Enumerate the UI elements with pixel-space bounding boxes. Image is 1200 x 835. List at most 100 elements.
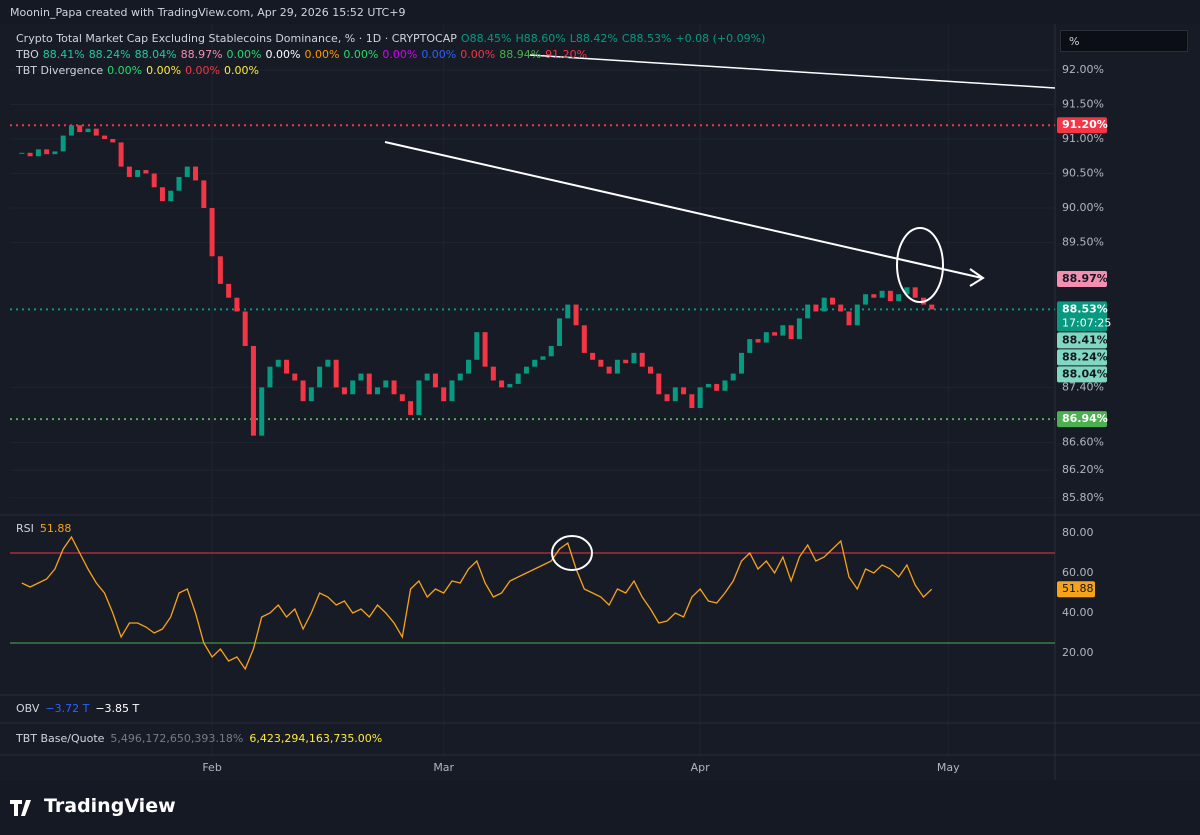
trend-line — [384, 141, 983, 279]
tbt-legend: TBT Base/Quote 5,496,172,650,393.18% 6,423… — [16, 732, 388, 745]
candle — [879, 290, 885, 298]
candle — [77, 125, 83, 133]
candle — [193, 166, 199, 181]
candle — [730, 373, 736, 381]
price-tag — [1057, 349, 1107, 366]
price-tag-label: 88.04% — [1062, 367, 1108, 380]
price-tag-label: 88.97% — [1062, 272, 1108, 285]
candle — [52, 151, 58, 155]
price-tag-label: 86.94% — [1062, 412, 1108, 425]
candle — [548, 345, 554, 357]
candle — [722, 380, 728, 391]
candle — [143, 170, 149, 174]
legend-title: TBO — [16, 48, 39, 61]
candle — [598, 359, 604, 367]
candle — [829, 297, 835, 305]
annotation-circle — [551, 535, 593, 571]
legend-value: +0.08 (+0.09%) — [675, 32, 766, 45]
candle — [532, 359, 538, 367]
x-tick-label: Feb — [202, 761, 221, 774]
candle — [523, 366, 529, 374]
y-tick-label: 85.80% — [1062, 491, 1104, 504]
rsi-tag — [1057, 581, 1095, 598]
rsi-legend: RSI 51.88 — [16, 522, 77, 535]
arrow-head — [969, 268, 985, 287]
candle — [474, 332, 480, 360]
candle — [358, 373, 364, 381]
rsi-line — [21, 535, 933, 671]
rsi-tag-label: 51.88 — [1062, 582, 1094, 595]
candle — [796, 318, 802, 340]
x-tick-label: Apr — [691, 761, 711, 774]
candle — [507, 383, 513, 388]
candle — [664, 394, 670, 402]
price-tags: 91.20% 88.97% 88.53%17:07:25 88.41% 88.24% 88… — [1057, 117, 1111, 598]
candle — [408, 401, 414, 415]
candle — [763, 332, 769, 343]
x-tick-label: Mar — [433, 761, 454, 774]
unit-box[interactable]: % — [1060, 30, 1188, 52]
y-tick-label: 92.00% — [1062, 63, 1104, 76]
candle — [714, 383, 720, 391]
candle — [705, 383, 711, 388]
candle — [110, 139, 116, 143]
legend-value: O88.45% — [460, 32, 512, 45]
candle — [755, 339, 761, 343]
candle — [813, 304, 819, 312]
candle — [27, 152, 33, 157]
candle — [102, 135, 108, 140]
credit: Moonin_Papa created with TradingView.com… — [10, 6, 406, 19]
price-tag — [1057, 271, 1107, 288]
candle — [284, 359, 290, 374]
candle — [234, 297, 240, 312]
y-tick-label: 60.00 — [1062, 566, 1094, 579]
candle — [672, 387, 678, 402]
candle — [854, 304, 860, 326]
candle — [375, 387, 381, 395]
candle — [639, 352, 645, 367]
trend-line — [529, 54, 1056, 89]
legend-value: 0.00% — [304, 48, 340, 61]
legend-value: 0.00% — [343, 48, 379, 61]
legend-value: 0.00% — [224, 64, 259, 77]
candle — [606, 366, 612, 374]
candle — [631, 352, 637, 364]
price-tag-label: 88.41% — [1062, 333, 1108, 346]
y-tick-label: 86.60% — [1062, 436, 1104, 449]
y-tick-label: 80.00 — [1062, 526, 1094, 539]
candle — [929, 304, 935, 310]
candle — [325, 359, 331, 367]
legend-value: 88.41% — [42, 48, 85, 61]
candle — [308, 387, 314, 402]
candle — [68, 125, 74, 136]
candle — [424, 373, 430, 381]
y-tick-label: 20.00 — [1062, 646, 1094, 659]
legend-value: 0.00% — [421, 48, 457, 61]
y-tick-label: 86.20% — [1062, 463, 1104, 476]
candle — [805, 304, 811, 319]
candle — [366, 373, 372, 395]
candle — [821, 297, 827, 312]
legend-value: 0.00% — [382, 48, 418, 61]
candle — [44, 149, 50, 155]
candle — [209, 207, 215, 257]
legend-value: 88.94% — [499, 48, 542, 61]
y-tick-label: 91.50% — [1062, 98, 1104, 111]
candle — [300, 380, 306, 402]
candle — [168, 190, 174, 202]
candle — [466, 359, 472, 374]
legend-value: 88.97% — [180, 48, 223, 61]
legend-value: 88.04% — [134, 48, 177, 61]
candle — [490, 366, 496, 381]
pane-title: TBT Base/Quote — [16, 732, 105, 745]
candle — [590, 352, 596, 360]
legend-value: 91.20% — [545, 48, 588, 61]
candle — [159, 187, 165, 202]
price-tag-label: 88.53% — [1062, 302, 1108, 315]
candle — [275, 359, 281, 367]
pane-value: 5,496,172,650,393.18% — [110, 732, 244, 745]
candle — [863, 294, 869, 305]
legend-value: 0.00% — [146, 64, 182, 77]
candle — [656, 373, 662, 395]
